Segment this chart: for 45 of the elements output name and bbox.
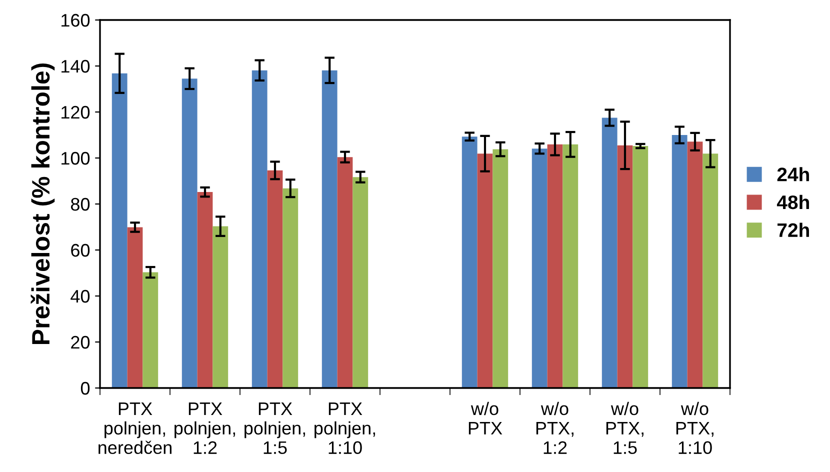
y-tick-label: 120 xyxy=(62,106,90,119)
legend-label: 48h xyxy=(776,194,809,210)
bar xyxy=(462,136,478,388)
y-tick-label: 0 xyxy=(80,382,90,395)
bar xyxy=(602,118,618,388)
bar xyxy=(197,192,213,388)
y-tick-label: 160 xyxy=(62,14,90,27)
x-tick-label: w/o PTX, 1:10 xyxy=(676,402,714,454)
y-tick-label: 20 xyxy=(71,336,90,349)
bar xyxy=(322,70,338,388)
x-tick-label: w/o PTX, 1:5 xyxy=(606,402,644,454)
bar xyxy=(672,135,688,388)
x-tick-label: w/o PTX xyxy=(468,402,502,434)
bar xyxy=(702,154,718,388)
bar xyxy=(112,73,128,388)
x-tick-label: w/o PTX, 1:2 xyxy=(536,402,574,454)
bar xyxy=(182,78,198,388)
bar xyxy=(562,144,578,388)
x-tick-label: PTX polnjen, 1:10 xyxy=(314,402,376,454)
bar xyxy=(492,149,508,388)
y-tick-label: 80 xyxy=(70,198,90,211)
y-tick-label: 60 xyxy=(71,244,90,257)
bar xyxy=(142,272,158,388)
y-tick-label: 140 xyxy=(62,60,90,73)
legend-label: 24h xyxy=(777,167,809,182)
legend-label: 72h xyxy=(778,222,809,237)
bar xyxy=(352,177,368,388)
bar xyxy=(212,226,228,388)
y-tick-label: 100 xyxy=(62,152,90,165)
bar xyxy=(547,144,563,388)
bar xyxy=(252,70,268,388)
bar xyxy=(477,154,493,388)
bar xyxy=(282,188,298,388)
bar xyxy=(267,170,283,388)
x-tick-label: PTX polnjen, 1:5 xyxy=(244,402,306,454)
bar xyxy=(632,146,648,388)
bar xyxy=(617,145,633,388)
x-tick-label: PTX polnjen, neredčen xyxy=(98,402,172,454)
x-tick-label: PTX polnjen, 1:2 xyxy=(174,402,236,454)
y-axis-title: Preživelost (% kontrole) xyxy=(30,64,55,344)
bar xyxy=(337,157,353,388)
bar xyxy=(127,227,143,388)
bar xyxy=(532,148,548,388)
y-tick-label: 40 xyxy=(70,290,90,303)
bar xyxy=(687,142,703,388)
